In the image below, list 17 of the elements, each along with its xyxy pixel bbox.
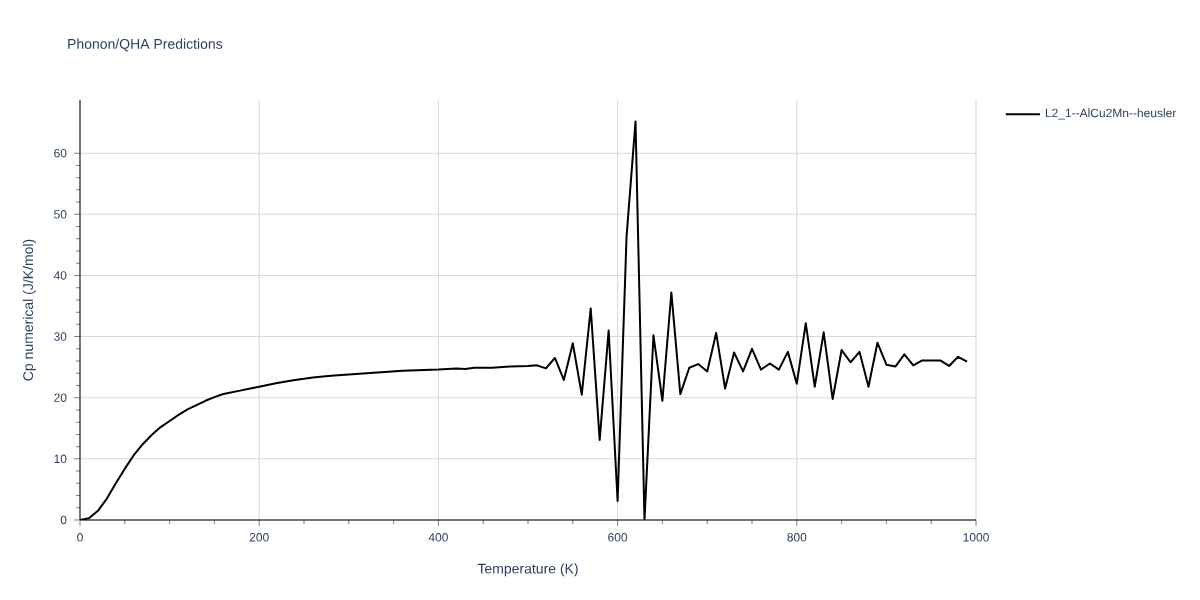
x-tick-label: 200 (249, 533, 269, 542)
y-tick-label: 50 (54, 210, 67, 219)
legend-label: L2_1--AlCu2Mn--heusler (1045, 108, 1177, 120)
y-tick-label: 30 (54, 332, 67, 341)
y-tick-label: 10 (54, 454, 67, 464)
x-axis-title: Temperature (K) (477, 563, 578, 577)
chart-title: Phonon/QHA Predictions (68, 38, 223, 52)
x-tick-label: 400 (428, 533, 448, 542)
x-tick-label: 800 (787, 533, 807, 542)
x-tick-label: 0 (77, 533, 83, 542)
y-tick-label: 0 (60, 515, 67, 525)
y-axis-title: Cp numerical (J/K/mol) (22, 239, 36, 381)
y-tick-label: 40 (53, 271, 67, 280)
x-tick-label: 600 (608, 533, 628, 542)
x-tick-label: 1000 (963, 533, 989, 542)
y-tick-label: 60 (54, 148, 67, 158)
y-tick-label: 20 (54, 393, 67, 402)
